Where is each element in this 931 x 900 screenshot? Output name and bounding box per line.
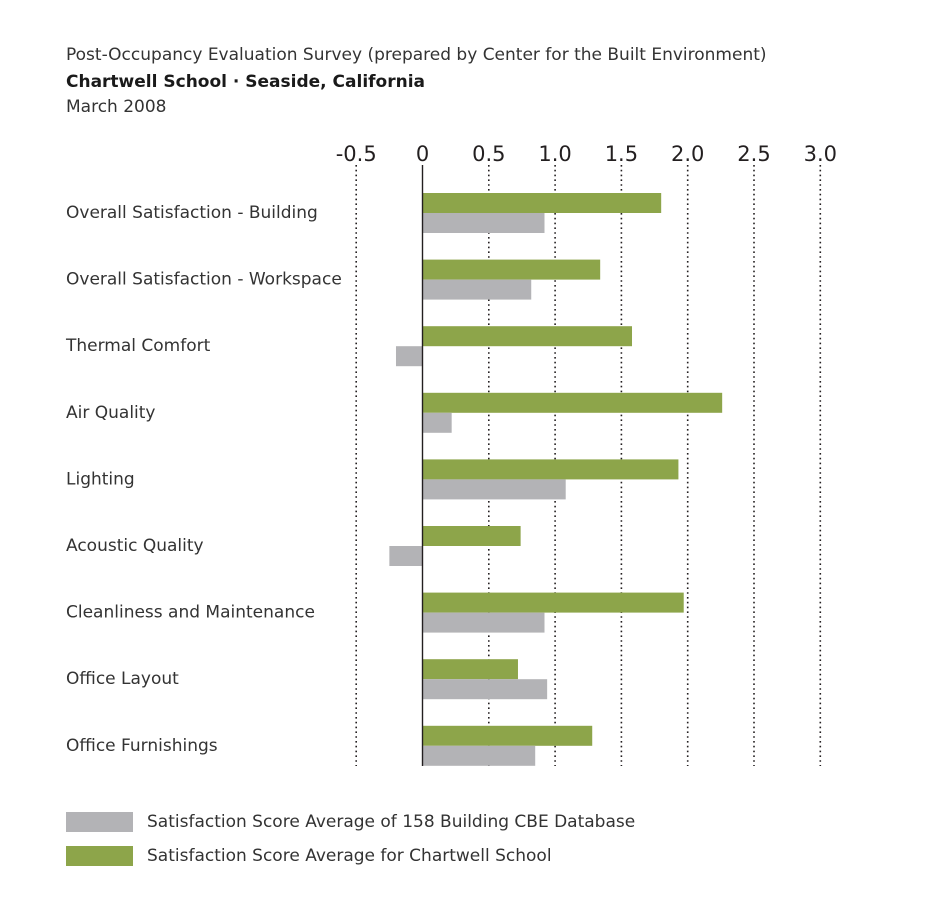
survey-date: March 2008 — [66, 97, 167, 117]
category-labels: Overall Satisfaction - Building Overall S… — [65, 203, 342, 756]
x-tick-label: 1.5 — [605, 142, 638, 166]
legend-label: Satisfaction Score Average of 158 Buildi… — [147, 812, 636, 832]
chartwell-bar — [422, 459, 679, 480]
cbe-database-bar — [389, 546, 423, 566]
category-label: Overall Satisfaction - Building — [66, 203, 318, 223]
legend-label: Satisfaction Score Average for Chartwell… — [147, 846, 552, 866]
chartwell-bar — [422, 659, 518, 680]
x-tick-label: 2.0 — [671, 142, 704, 166]
category-label: Cleanliness and Maintenance — [66, 603, 315, 623]
category-label: Thermal Comfort — [65, 336, 211, 356]
x-tick-label: -0.5 — [336, 142, 377, 166]
school-name: Chartwell School · Seaside, California — [66, 72, 426, 92]
category-label: Office Layout — [66, 669, 179, 689]
x-tick-label: 2.5 — [737, 142, 770, 166]
category-label: Office Furnishings — [66, 736, 218, 756]
chartwell-bar — [422, 193, 662, 213]
category-label: Overall Satisfaction - Workspace — [66, 270, 342, 290]
cbe-database-bar — [422, 213, 545, 233]
cbe-database-bar — [422, 745, 536, 766]
chartwell-bar — [422, 526, 521, 546]
bars — [389, 193, 723, 766]
cbe-database-bar — [422, 612, 545, 633]
category-label: Lighting — [66, 469, 135, 489]
category-label: Acoustic Quality — [66, 536, 204, 556]
legend-swatch — [66, 846, 133, 866]
x-tick-label: 0.5 — [472, 142, 505, 166]
cbe-database-bar — [395, 346, 423, 367]
category-label: Air Quality — [66, 403, 156, 423]
cbe-database-bar — [422, 679, 548, 700]
x-axis-ticks: -0.5 0 0.5 1.0 1.5 2.0 2.5 3.0 — [336, 142, 837, 166]
legend-item: Satisfaction Score Average for Chartwell… — [66, 845, 552, 867]
cbe-database-bar — [422, 412, 452, 433]
survey-title: Post-Occupancy Evaluation Survey (prepar… — [66, 45, 767, 65]
cbe-database-bar — [422, 479, 566, 500]
chartwell-bar — [422, 592, 684, 613]
chartwell-bar — [422, 725, 593, 746]
chartwell-bar — [422, 259, 601, 280]
legend-item: Satisfaction Score Average of 158 Buildi… — [66, 811, 635, 833]
legend-swatch — [66, 812, 133, 832]
x-tick-label: 1.0 — [538, 142, 571, 166]
x-tick-label: 0 — [416, 142, 429, 166]
chartwell-bar — [422, 392, 723, 413]
satisfaction-bar-chart: -0.5 0 0.5 1.0 1.5 2.0 2.5 3.0 Overall Satisfac… — [65, 142, 837, 766]
cbe-database-bar — [422, 279, 532, 300]
chartwell-bar — [422, 326, 633, 347]
x-tick-label: 3.0 — [804, 142, 837, 166]
